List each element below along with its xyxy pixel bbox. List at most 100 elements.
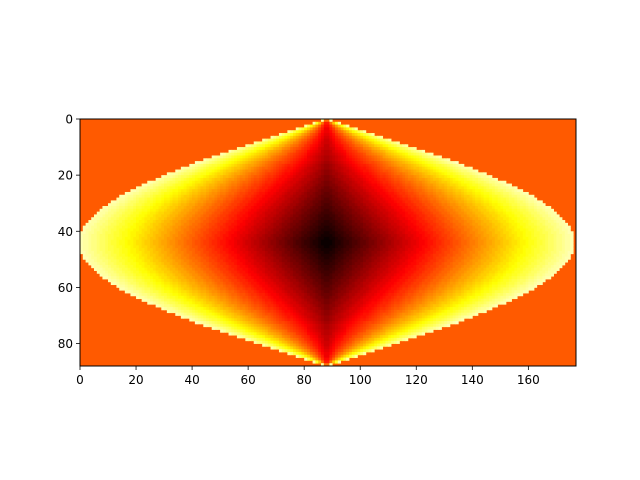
heatmap-cell [357,152,361,156]
heatmap-cell [323,183,330,187]
heatmap-cell [528,220,532,224]
heatmap-cell [250,189,257,193]
heatmap-cell [152,222,159,227]
heatmap-cell [379,152,384,156]
heatmap-cell [267,191,274,196]
heatmap-cell [105,270,109,274]
heatmap-cell [312,234,319,238]
heatmap-cell [385,189,389,193]
heatmap-cell [363,135,367,140]
heatmap-cell [340,228,344,232]
heatmap-cell [421,203,426,207]
heatmap-cell [150,191,154,196]
heatmap-cell [444,186,448,190]
heatmap-cell [320,242,333,246]
heatmap-cell [108,264,112,269]
heatmap-cell [155,270,159,274]
heatmap-cell [323,177,330,182]
heatmap-cell [472,203,476,207]
heatmap-cell [155,200,162,204]
heatmap-cell [374,217,381,221]
heatmap-cell [396,172,403,176]
heatmap-cell [206,186,210,190]
heatmap-cell [332,155,336,159]
heatmap-cell [189,225,196,229]
heatmap-cell [329,138,333,142]
heatmap-cell [472,211,476,215]
heatmap-cell [564,242,571,246]
heatmap-cell [388,225,395,229]
heatmap-cell [250,250,257,255]
heatmap-cell [222,228,229,232]
heatmap-cell [522,234,526,238]
heatmap-cell [489,197,493,201]
heatmap-cell [304,147,308,151]
heatmap-cell [127,264,134,269]
heatmap-cell [152,234,157,238]
heatmap-cell [130,225,137,229]
heatmap-cell [452,194,456,198]
heatmap-cell [329,119,333,123]
heatmap-cell [416,256,420,260]
heatmap-cell [360,225,364,229]
heatmap-cell [444,191,448,196]
heatmap-cell [203,239,210,243]
heatmap-cell [385,186,392,190]
heatmap-cell [276,169,280,173]
heatmap-cell [231,189,238,193]
heatmap-cell [489,177,493,182]
heatmap-cell [354,161,358,165]
heatmap-cell [318,144,322,148]
heatmap-cell [517,189,524,193]
heatmap-cell [318,220,325,224]
heatmap-cell [388,228,392,232]
heatmap-cell [320,141,325,145]
heatmap-cell [357,138,361,142]
heatmap-cell [497,189,504,193]
heatmap-cell [455,166,459,170]
heatmap-cell [239,208,243,213]
heatmap-cell [214,259,218,263]
heatmap-cell [343,200,350,204]
heatmap-cell [267,155,271,159]
heatmap-cell [335,166,342,170]
heatmap-cell [329,186,333,190]
heatmap-cell [343,163,347,168]
heatmap-cell [382,147,386,151]
heatmap-cell [365,264,372,269]
heatmap-cell [96,245,101,249]
heatmap-cell [214,172,218,176]
heatmap-cell [270,166,274,170]
heatmap-cell [335,270,342,274]
heatmap-cell [354,180,358,184]
heatmap-cell [360,256,364,260]
heatmap-cell [306,147,311,151]
heatmap-cell [505,197,510,201]
heatmap-cell [200,242,204,246]
heatmap-cell [430,234,434,238]
heatmap-cell [346,194,353,198]
heatmap-cell [292,186,299,190]
heatmap-cell [351,214,356,218]
heatmap-cell [203,163,207,168]
heatmap-cell [169,234,173,238]
heatmap-cell [290,222,297,227]
heatmap-cell [371,200,378,204]
heatmap-cell [245,152,249,156]
heatmap-cell [264,177,269,182]
heatmap-cell [455,248,459,252]
heatmap-cell [491,242,496,246]
heatmap-cell [449,220,454,224]
heatmap-cell [312,124,316,128]
heatmap-cell [186,262,190,266]
heatmap-cell [561,262,566,266]
heatmap-cell [416,149,420,154]
heatmap-cell [211,214,218,218]
heatmap-cell [382,161,386,165]
heatmap-cell [273,135,277,140]
heatmap-cell [396,245,403,249]
heatmap-cell [413,208,420,213]
heatmap-cell [351,267,356,271]
heatmap-cell [416,242,420,246]
heatmap-cell [320,119,325,123]
